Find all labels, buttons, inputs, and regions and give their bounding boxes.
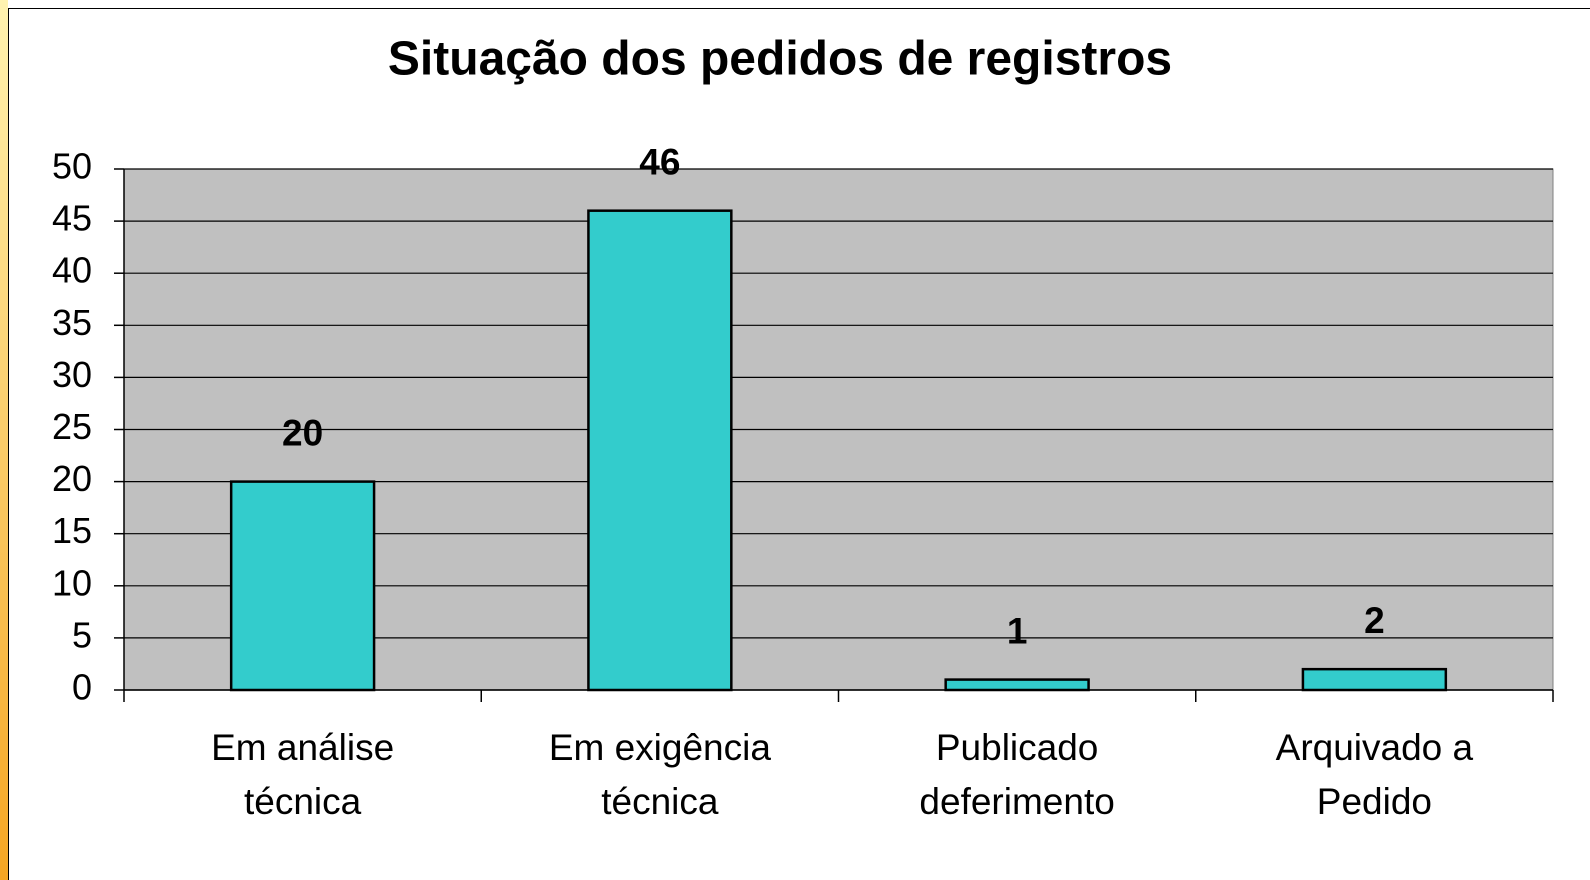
- x-tick-label: Em análise técnica: [211, 727, 394, 822]
- y-tick-label: 10: [52, 562, 92, 603]
- bar: [229, 480, 376, 692]
- side-stripe: [0, 0, 8, 880]
- x-tick-label: Arquivado a Pedido: [1276, 727, 1474, 822]
- y-tick-label: 5: [72, 614, 92, 655]
- y-tick-label: 45: [52, 198, 92, 239]
- y-tick-label: 30: [52, 354, 92, 395]
- frame: [8, 8, 1590, 880]
- y-tick-label: 50: [52, 146, 92, 187]
- chart-title: Situação dos pedidos de registros: [388, 33, 1172, 86]
- bar: [944, 678, 1090, 692]
- value-label: 2: [1364, 600, 1385, 641]
- bar: [1301, 667, 1448, 692]
- x-tick-label: Publicado deferimento: [919, 727, 1114, 822]
- bar: [587, 209, 733, 692]
- value-label: 1: [1007, 610, 1028, 651]
- y-tick-label: 20: [52, 458, 92, 499]
- y-tick-label: 25: [52, 406, 92, 447]
- x-tick-label: Em exigência técnica: [549, 727, 772, 822]
- value-label: 20: [282, 412, 323, 453]
- y-tick-label: 15: [52, 510, 92, 551]
- y-tick-label: 0: [72, 667, 92, 708]
- y-tick-label: 40: [52, 250, 92, 291]
- y-tick-label: 35: [52, 302, 92, 343]
- value-label: 46: [639, 141, 680, 182]
